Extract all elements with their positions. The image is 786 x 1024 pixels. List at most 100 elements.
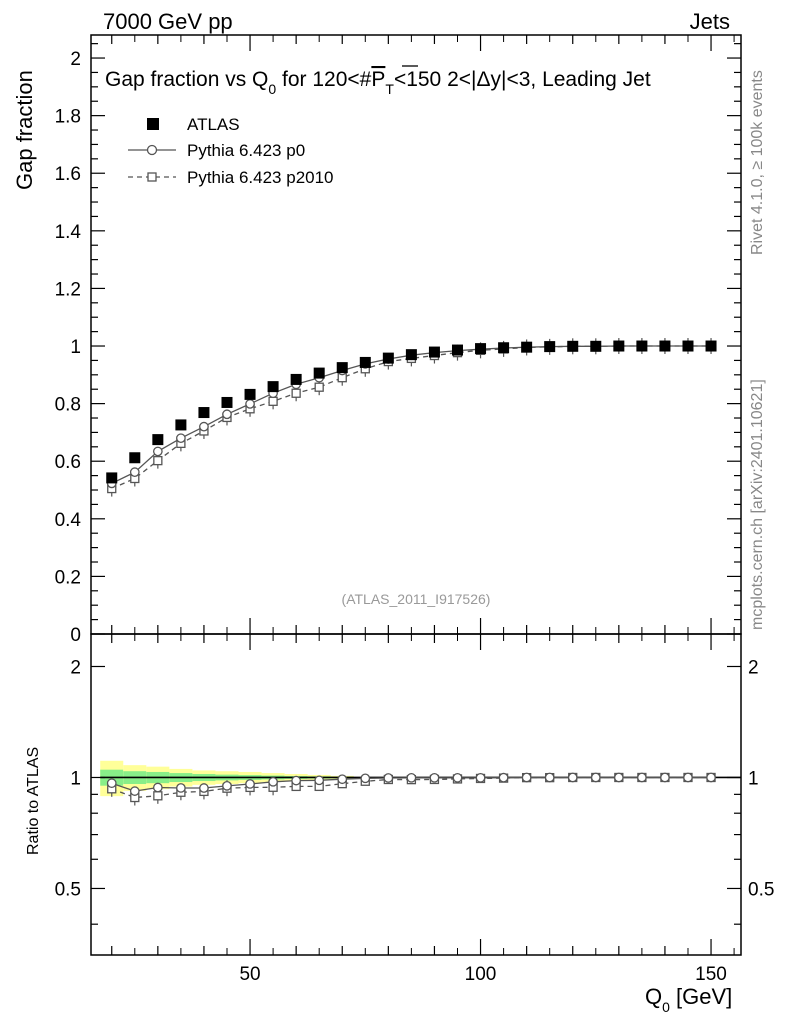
atlas-point: [359, 356, 371, 368]
mcplots-label: mcplots.cern.ch [arXiv:2401.10621]: [749, 379, 766, 630]
ratio-line-p2010: [111, 776, 711, 799]
p2010-point: [153, 455, 163, 466]
atlas-point: [175, 419, 187, 431]
ratio-p0-point: [291, 775, 301, 786]
x-axis-label: Q0 [GeV]: [645, 984, 732, 1015]
ratio-y-tick-label-right: 0.5: [748, 879, 774, 900]
x-tick-label: 100: [465, 964, 497, 985]
ratio-frame: [90, 633, 742, 956]
ratio-p0-point: [637, 772, 647, 783]
x-axis-label-subscript: 0: [662, 999, 670, 1015]
atlas-point: [152, 434, 164, 446]
y-tick-label: 0: [70, 625, 81, 646]
atlas-point: [544, 341, 556, 353]
ratio-p0-point: [383, 773, 394, 783]
legend-atlas-marker: [147, 118, 159, 130]
p0-point: [222, 409, 232, 420]
main-axis-ticks: [91, 35, 741, 635]
atlas-point: [106, 472, 118, 484]
ratio-p0-point: [199, 783, 209, 793]
ratio-y-tick-labels: 0.5 0.5 1 1 2 2: [55, 657, 775, 900]
p0-point: [245, 399, 255, 409]
title-pt-subscript: T: [385, 81, 394, 97]
atlas-point: [521, 341, 533, 353]
ratio-p0-point: [268, 776, 278, 787]
atlas-point: [475, 343, 487, 355]
title-part-a: Gap fraction vs Q: [105, 68, 268, 91]
analysis-tag: (ATLAS_2011_I917526): [342, 591, 491, 607]
atlas-point: [451, 344, 463, 356]
ratio-y-tick-label: 1: [70, 768, 81, 789]
ratio-p0-point: [452, 772, 463, 783]
atlas-point: [682, 340, 694, 352]
p0-point: [199, 421, 209, 432]
ratio-p0-point: [360, 773, 371, 784]
ratio-p0-point: [314, 775, 325, 786]
atlas-point: [590, 340, 602, 352]
ratio-p0-point: [567, 772, 578, 783]
ratio-y-tick-label: 0.5: [55, 879, 81, 900]
ratio-y-axis-label: Ratio to ATLAS: [25, 747, 42, 855]
x-tick-label: 150: [695, 964, 727, 985]
ratio-p0-point: [544, 772, 555, 783]
title-part-d: <150 2<|Δy|<3, Leading Jet: [394, 68, 651, 91]
rivet-label: Rivet 4.1.0, ≥ 100k events: [749, 70, 766, 255]
collision-label: 7000 GeV pp: [103, 9, 233, 34]
series-line-p2010: [111, 345, 711, 490]
atlas-point: [290, 373, 302, 385]
ratio-p0-point: [222, 781, 232, 791]
ratio-axis-ticks: [91, 634, 741, 955]
legend-p2010-marker: [147, 172, 157, 182]
main-y-tick-labels: 0 0.2 0.4 0.6 0.8 1 1.2 1.4 1.6 1.8 2: [55, 49, 82, 646]
ratio-panel: 0.5 0.5 1 1 2 2 Ratio to ATLAS: [25, 633, 775, 956]
atlas-point: [613, 340, 625, 352]
ratio-p0-point: [498, 772, 509, 783]
legend-atlas-label: ATLAS: [187, 115, 240, 134]
chart-title: Gap fraction vs Q0 for 120<#PT<150 2<|Δy…: [105, 68, 651, 97]
ratio-p0-point: [176, 783, 186, 793]
atlas-point: [336, 362, 348, 374]
ratio-p0-point: [245, 779, 255, 789]
p2010-point: [268, 396, 278, 406]
title-pt: P: [371, 68, 385, 91]
atlas-point: [659, 340, 671, 352]
atlas-point: [405, 349, 417, 361]
process-label: Jets: [690, 9, 730, 34]
p2010-point: [291, 388, 301, 398]
y-tick-label: 2: [70, 49, 81, 70]
ratio-y-tick-label-right: 1: [748, 768, 759, 789]
ratio-p0-point: [613, 772, 624, 783]
y-tick-label: 1.8: [55, 107, 81, 128]
ratio-p0-point: [106, 778, 117, 789]
atlas-point: [198, 407, 210, 419]
p0-point: [176, 433, 186, 444]
legend-p0-label: Pythia 6.423 p0: [187, 141, 305, 160]
atlas-point: [129, 452, 141, 464]
y-tick-label: 1.6: [55, 164, 81, 185]
y-tick-label: 0.8: [55, 395, 81, 416]
ratio-p2010-point: [153, 791, 163, 801]
ratio-p0-point: [406, 772, 417, 783]
ratio-y-tick-label: 2: [70, 657, 81, 678]
y-tick-label: 1.2: [55, 279, 81, 300]
x-axis-label-unit: [GeV]: [670, 984, 732, 1009]
legend-p2010-label: Pythia 6.423 p2010: [187, 168, 334, 187]
atlas-point: [313, 367, 325, 379]
atlas-point: [221, 396, 233, 408]
atlas-point: [636, 340, 648, 352]
ratio-p0-point: [429, 772, 440, 783]
title-part-b: for 120<#: [276, 68, 371, 91]
title-q-subscript: 0: [268, 81, 276, 97]
legend-p0-marker: [146, 144, 158, 156]
ratio-p0-point: [337, 774, 348, 785]
ratio-p0-point: [152, 782, 163, 793]
x-tick-label: 50: [239, 964, 260, 985]
ratio-p0-point: [590, 772, 601, 783]
atlas-point: [428, 346, 440, 358]
p2010-point: [314, 382, 324, 392]
x-tick-labels: 50 100 150: [239, 964, 726, 985]
y-axis-label: Gap fraction: [12, 70, 37, 190]
main-panel: 0 0.2 0.4 0.6 0.8 1 1.2 1.4 1.6 1.8 2 Gap fraction…: [12, 34, 742, 646]
atlas-point: [567, 340, 579, 352]
